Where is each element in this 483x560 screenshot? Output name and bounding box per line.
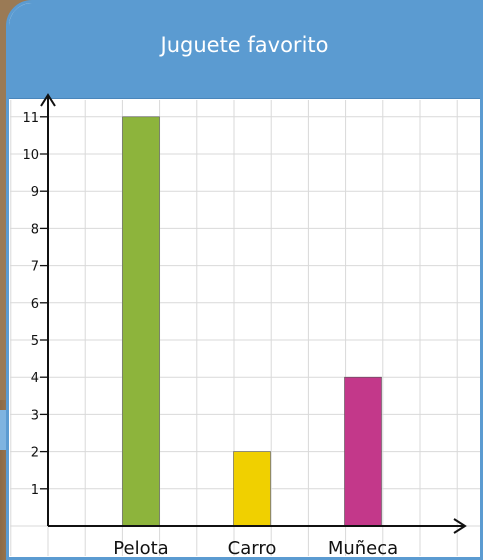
- y-tick-label: 11: [22, 111, 39, 126]
- bar-carro: [233, 451, 271, 527]
- y-tick-label: 1: [31, 483, 39, 498]
- chart-title: Juguete favorito: [160, 33, 329, 57]
- x-axis-arrow: [453, 518, 467, 534]
- x-tick-label: Pelota: [113, 538, 168, 559]
- x-tick-label: Carro: [228, 538, 277, 559]
- y-tick-label: 6: [31, 297, 39, 312]
- y-axis-arrow: [40, 93, 56, 107]
- bar-muñeca: [344, 376, 382, 527]
- y-tick-label: 8: [31, 222, 39, 237]
- y-tick-label: 3: [31, 408, 39, 423]
- chart-header: Juguete favorito: [9, 3, 480, 99]
- y-tick-label: 7: [31, 260, 39, 275]
- bar-pelota: [122, 116, 160, 527]
- y-tick-label: 4: [31, 371, 39, 386]
- y-tick-label: 9: [31, 185, 39, 200]
- y-tick-label: 5: [31, 334, 39, 349]
- x-tick-label: Muñeca: [328, 538, 398, 559]
- y-tick-label: 10: [22, 148, 39, 163]
- y-tick-label: 2: [31, 446, 39, 461]
